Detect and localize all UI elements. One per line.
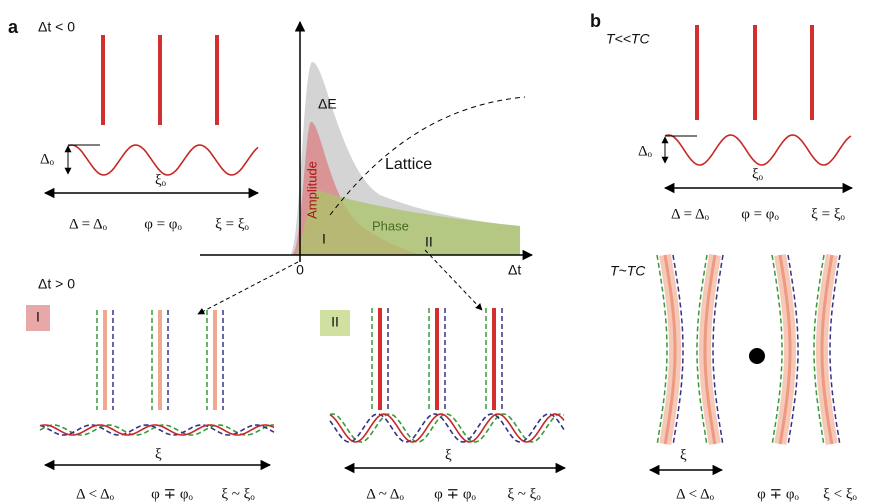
relation: Δ = Δₒ [69, 216, 108, 232]
vortex [749, 348, 765, 364]
relation: ξ = ξₒ [215, 216, 249, 232]
xi-label: ξₒ [752, 166, 764, 182]
marker: II [425, 234, 433, 250]
wave [39, 424, 275, 436]
origin-label: 0 [296, 262, 304, 278]
wave [329, 413, 565, 443]
relation: Δ < Δₒ [676, 486, 715, 502]
xi-label: ξ [155, 446, 162, 462]
tag-box [26, 305, 50, 331]
wave [329, 413, 565, 443]
lattice-label: Lattice [385, 156, 432, 173]
arrow [197, 261, 299, 315]
tag: I [36, 309, 40, 325]
panel-label: b [590, 11, 601, 31]
relation: Δ ~ Δₒ [366, 486, 404, 502]
line [703, 254, 717, 445]
amplitude-label: Amplitude [304, 161, 319, 219]
relation: φ ∓ φₒ [757, 486, 799, 502]
relation: Δ < Δₒ [76, 486, 115, 502]
y-label: ΔE [318, 96, 337, 112]
line [820, 254, 834, 445]
relation: ξ = ξₒ [811, 206, 845, 222]
arrow [424, 249, 483, 311]
wave [39, 424, 275, 436]
xi-label: ξ [680, 447, 687, 463]
tag: II [331, 314, 339, 330]
condition: Δt > 0 [38, 276, 75, 292]
graph: ΔE Amplitude Lattice Phase I II 0 Δt [197, 20, 534, 315]
relation: φ = φₒ [741, 206, 779, 222]
xi-label: ξₒ [155, 172, 167, 188]
relation: ξ < ξₒ [823, 486, 857, 502]
delta-label: Δₒ [638, 143, 653, 159]
relation: φ ∓ φₒ [151, 486, 193, 502]
relation: φ = φₒ [144, 216, 182, 232]
x-label: Δt [508, 262, 521, 278]
tag-box [320, 310, 350, 336]
lattice-curve [329, 96, 526, 216]
delta-label: Δₒ [40, 151, 55, 167]
phase-area [296, 190, 520, 255]
relation: φ ∓ φₒ [434, 486, 476, 502]
phase-label: Phase [372, 218, 409, 233]
condition: Δt < 0 [38, 19, 75, 35]
relation: Δ = Δₒ [671, 206, 710, 222]
marker: I [322, 231, 326, 247]
wave [67, 144, 259, 176]
line [663, 254, 677, 445]
wave [664, 134, 852, 166]
wave [39, 424, 275, 436]
condition: T~TC [610, 263, 646, 279]
line [778, 254, 792, 445]
wave [329, 413, 565, 443]
condition: T<<TC [606, 31, 650, 47]
panel-label: a [8, 17, 19, 37]
xi-label: ξ [445, 447, 452, 463]
relation: ξ ~ ξₒ [221, 486, 255, 502]
relation: ξ ~ ξₒ [507, 486, 541, 502]
